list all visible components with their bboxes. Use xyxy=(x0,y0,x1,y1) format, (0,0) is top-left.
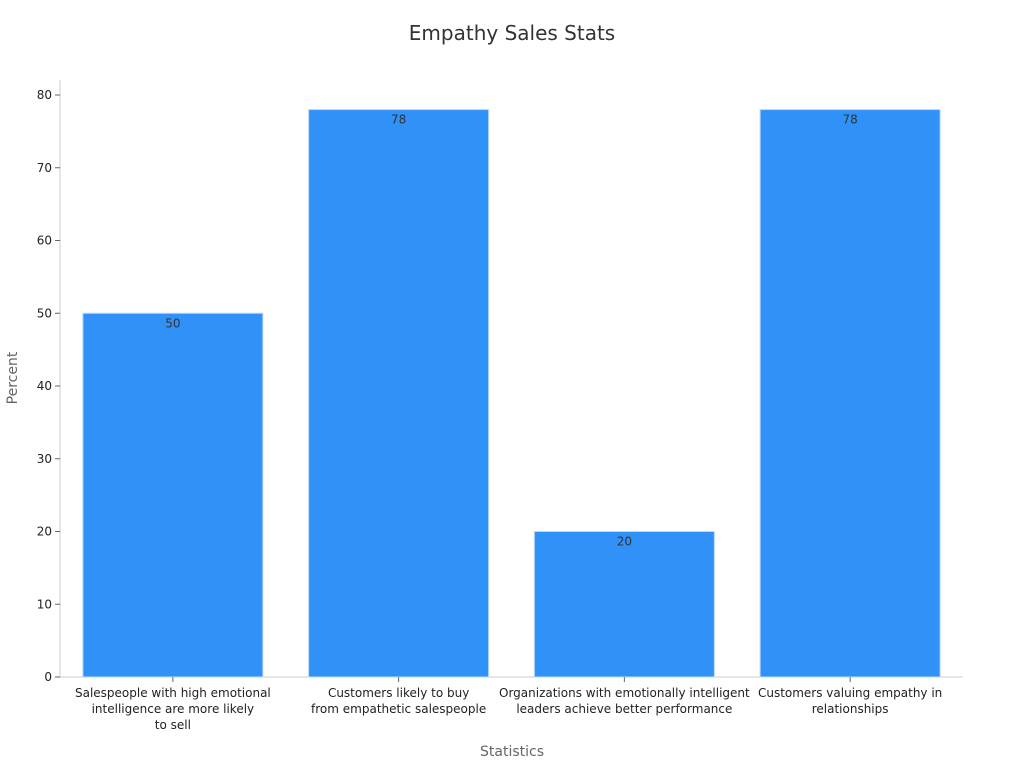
x-tick-label-line: relationships xyxy=(812,702,889,716)
bar-value-label: 78 xyxy=(842,113,857,127)
x-tick-label-line: Customers valuing empathy in xyxy=(758,686,942,700)
x-tick-label: Salespeople with high emotional intellige… xyxy=(75,686,271,732)
bar xyxy=(82,312,264,678)
x-tick-label-line: leaders achieve better performance xyxy=(516,702,732,716)
y-tick-label: 40 xyxy=(37,379,52,393)
x-tick-label: Organizations with emotionally intellige… xyxy=(499,686,750,716)
y-axis-title: Percent xyxy=(5,351,21,404)
y-tick-label: 10 xyxy=(37,597,52,611)
bar-value-label: 78 xyxy=(391,113,406,127)
bar-value-label: 50 xyxy=(165,316,180,330)
x-tick-label-line: to sell xyxy=(155,718,191,732)
y-tick-label: 20 xyxy=(37,525,52,539)
x-tick-label: Customers valuing empathy in relationship… xyxy=(758,686,942,716)
x-tick-label-line: from empathetic salespeople xyxy=(311,702,486,716)
x-tick-label-line: intelligence are more likely xyxy=(92,702,255,716)
y-tick-label: 60 xyxy=(37,234,52,248)
x-tick-label-line: Salespeople with high emotional xyxy=(75,686,271,700)
bar xyxy=(533,531,715,678)
y-tick-label: 50 xyxy=(37,306,52,320)
y-tick-label: 70 xyxy=(37,161,52,175)
x-tick-label: Customers likely to buy from empathetic s… xyxy=(311,686,486,716)
x-tick-label-line: Organizations with emotionally intellige… xyxy=(499,686,750,700)
bar xyxy=(759,109,941,678)
y-tick-label: 80 xyxy=(37,88,52,102)
chart-title: Empathy Sales Stats xyxy=(409,21,615,45)
bar-value-label: 20 xyxy=(617,535,632,549)
bar xyxy=(308,109,490,678)
y-tick-label: 0 xyxy=(44,670,52,684)
y-tick-label: 30 xyxy=(37,452,52,466)
x-axis-title: Statistics xyxy=(480,744,544,760)
x-tick-label-line: Customers likely to buy xyxy=(328,686,469,700)
